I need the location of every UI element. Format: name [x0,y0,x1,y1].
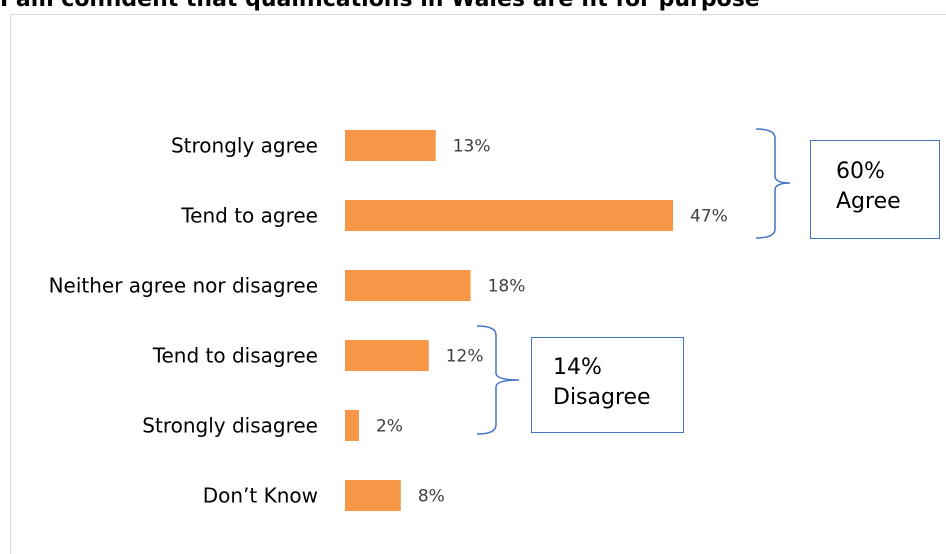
disagree-summary-value: 14% [553,355,602,380]
category-label: Strongly agree [171,134,318,158]
bar [345,270,471,301]
data-label: 12% [446,347,484,367]
data-label: 13% [453,137,491,157]
chart-title: I am confident that qualifications in Wa… [0,0,760,12]
disagree-summary-box: 14% Disagree [531,337,684,433]
data-label: 47% [690,207,728,227]
category-label: Don’t Know [203,484,318,508]
data-label: 2% [376,417,403,437]
bar [345,410,359,441]
data-label: 18% [488,277,526,297]
bar [345,200,673,231]
bar [345,130,436,161]
category-label: Neither agree nor disagree [49,274,318,298]
chart-area-border [10,14,946,554]
category-label: Tend to disagree [152,344,318,368]
bar [345,480,401,511]
agree-summary-label: Agree [836,189,901,214]
bars-group: Strongly agree 13% Tend to agree 47% Neither… [49,130,728,511]
agree-bracket [755,128,791,239]
disagree-summary-label: Disagree [553,385,651,410]
bar [345,340,429,371]
agree-summary-box: 60% Agree [810,140,940,239]
agree-summary-value: 60% [836,159,885,184]
category-label: Tend to agree [180,204,318,228]
data-label: 8% [418,487,445,507]
brackets-group [476,128,791,435]
disagree-bracket [476,325,520,435]
category-label: Strongly disagree [142,414,318,438]
